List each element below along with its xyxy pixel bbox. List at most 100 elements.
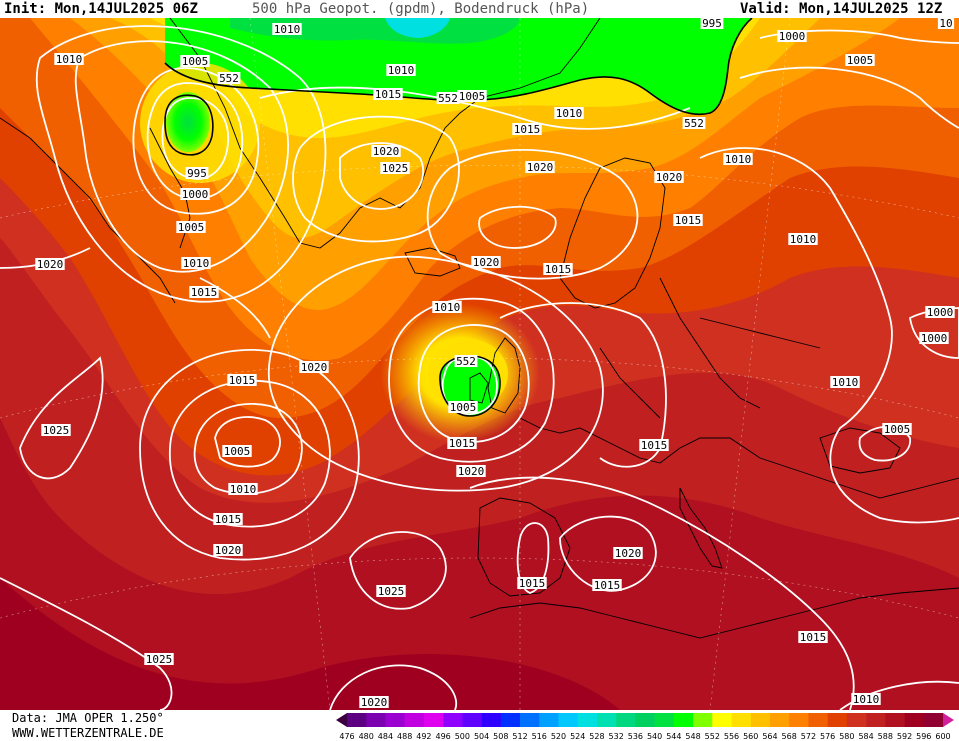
color-scale-tick-label: 556 (724, 732, 739, 741)
color-scale-tick-label: 476 (339, 732, 354, 741)
map-title: 500 hPa Geopot. (gpdm), Bodendruck (hPa) (252, 1, 590, 17)
color-scale-tick-label: 532 (609, 732, 624, 741)
isobar-label-text: 1005 (178, 221, 205, 234)
color-scale-swatch (336, 713, 347, 727)
isobar-label-box (180, 55, 210, 67)
isobar-label: 1010 (851, 693, 881, 706)
isobar-label: 1015 (592, 579, 622, 592)
isobar-label-box (471, 256, 501, 268)
isobar-label: 1025 (376, 585, 406, 598)
color-scale-swatch (943, 713, 954, 727)
isobar-label: 552 (454, 355, 478, 368)
isobar-label: 1020 (525, 161, 555, 174)
isobar-label-text: 1025 (382, 162, 409, 175)
color-scale-tick-label: 548 (685, 732, 700, 741)
isobar-label: 1000 (777, 30, 807, 43)
iceland-coast (404, 247, 461, 277)
color-scale-swatch (712, 713, 732, 727)
color-scale-tick-label: 584 (858, 732, 873, 741)
color-scale-swatch (500, 713, 521, 727)
isobar-1015-europe (499, 302, 667, 468)
isobar-label: 1020 (359, 696, 389, 709)
italy-coast (679, 487, 723, 569)
isobar-label-text: 552 (456, 355, 476, 368)
isobar-label-text: 1010 (388, 64, 415, 77)
isobar-label-text: 1015 (545, 263, 572, 276)
color-scale-swatch (923, 713, 944, 727)
color-scale-swatch (789, 713, 809, 727)
isobar-label-text: 1010 (832, 376, 859, 389)
isobar-label-text: 1025 (43, 424, 70, 437)
color-scale-swatch (866, 713, 886, 727)
isobar-1020-atlantic (267, 255, 604, 492)
color-scale-swatch (654, 713, 675, 727)
isobar-label: 1020 (371, 145, 401, 158)
isobar-label-box (673, 214, 703, 226)
isobar-label-box (185, 167, 209, 179)
scandinavia-coast (559, 157, 666, 309)
isobar-1010-southeast (839, 680, 959, 710)
isobar-label-box (457, 90, 487, 102)
isobar-1015-spain (516, 522, 550, 594)
isobar-1010-east (699, 147, 959, 524)
init-label: Init: (4, 1, 47, 17)
isobar-label-text: 1015 (641, 439, 668, 452)
greenland-coast (169, 18, 601, 249)
isobar-label: 10 (937, 18, 955, 30)
color-scale-tick-label: 512 (512, 732, 527, 741)
isobar-label-box (682, 117, 706, 129)
isobar-label: 1020 (456, 465, 486, 478)
isobar-label-box (700, 18, 724, 29)
grid-line-3 (0, 557, 959, 619)
color-scale-swatch (616, 713, 636, 727)
isobar-label: 1005 (457, 90, 487, 103)
color-scale-tick-label: 564 (762, 732, 777, 741)
isobar-label-box (181, 257, 211, 269)
field-arctic-536 (385, 18, 450, 38)
isobar-label: 1010 (386, 64, 416, 77)
color-scale-tick-label: 496 (435, 732, 450, 741)
east-europe-borders (599, 277, 821, 419)
isobar-label-text: 1015 (191, 286, 218, 299)
isobar-label-box (851, 693, 881, 705)
isobar-1020-greenland (292, 115, 460, 243)
color-scale-swatch (693, 713, 713, 727)
europe-coast (519, 417, 959, 499)
isobar-label: 1010 (723, 153, 753, 166)
isobar-label-text: 1010 (853, 693, 880, 706)
isobar-label-text: 1010 (434, 301, 461, 314)
color-scale-swatch (347, 713, 367, 727)
contour-552-labrador (164, 94, 214, 156)
color-scale-swatch (731, 713, 752, 727)
isobar-label: 1025 (380, 162, 410, 175)
isobar-label-box (554, 107, 584, 119)
isobar-label-box (543, 263, 573, 275)
isobar-label: 1015 (639, 439, 669, 452)
isobar-label-text: 1015 (449, 437, 476, 450)
color-scale-swatch (885, 713, 905, 727)
isobar-1005-northeast (739, 66, 959, 129)
color-scale-tick-label: 588 (878, 732, 893, 741)
color-scale-tick-label: 596 (916, 732, 931, 741)
baffin-coast (0, 117, 176, 304)
isobar-label-box (373, 88, 403, 100)
isobar-label-text: 1005 (182, 55, 209, 68)
website-link[interactable]: WWW.WETTERZENTRALE.DE (12, 726, 164, 740)
isobar-label-text: 1020 (37, 258, 64, 271)
isobar-label-box (213, 513, 243, 525)
isobar-label-box (512, 123, 542, 135)
color-scale-tick-label: 576 (820, 732, 835, 741)
isobar-label-box (228, 483, 258, 495)
color-scale-tick-label: 528 (589, 732, 604, 741)
isobar-label: 1010 (554, 107, 584, 120)
isobar-label: 552 (682, 117, 706, 130)
isobar-label-text: 1000 (779, 30, 806, 43)
isobar-label-text: 1005 (224, 445, 251, 458)
isobar-label-text: 1015 (215, 513, 242, 526)
isobar-label-box (299, 361, 329, 373)
isobar-label: 995 (700, 18, 724, 30)
valid-value: Mon,14JUL2025 12Z (799, 1, 943, 17)
isobar-label-text: 1005 (884, 423, 911, 436)
color-scale-swatch (769, 713, 790, 727)
